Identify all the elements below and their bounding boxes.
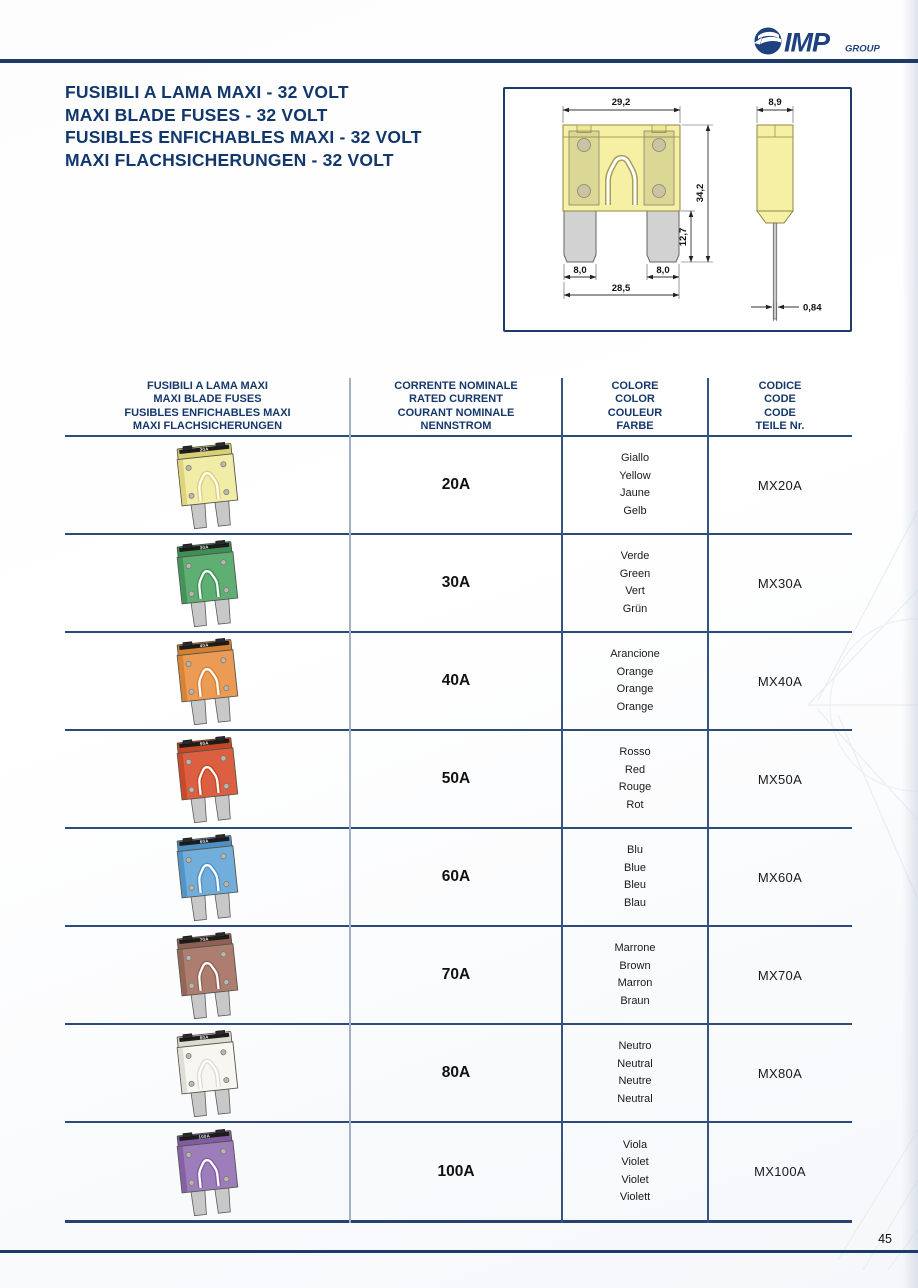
fuse-image-orange: 40A — [158, 635, 258, 727]
fuse-image-red: 50A — [158, 733, 258, 825]
fuse-image-violet: 100A — [158, 1126, 258, 1218]
fuse-table: FUSIBILI A LAMA MAXI MAXI BLADE FUSES FUS… — [65, 378, 852, 1223]
color-names: Viola Violet Violet Violett — [619, 1138, 651, 1204]
title-line-fr: FUSIBLES ENFICHABLES MAXI - 32 VOLT — [65, 127, 422, 147]
rated-current: 70A — [441, 966, 471, 983]
part-code: MX40A — [757, 673, 803, 689]
col-header-product: FUSIBILI A LAMA MAXI MAXI BLADE FUSES FUS… — [124, 379, 291, 433]
dim-leg-width-right: 8,0 — [656, 265, 669, 276]
logo-text: IMP — [784, 28, 831, 58]
rated-current: 30A — [441, 574, 471, 591]
fuse-image-yellow: 20A — [158, 439, 258, 531]
part-code: MX20A — [757, 477, 803, 493]
part-code: MX50A — [757, 771, 803, 787]
table-row: 20A 20A Giallo Yellow Jaune Gelb MX20A — [65, 437, 852, 535]
color-names: Rosso Red Rouge Rot — [618, 746, 652, 811]
dimension-lines: 29,2 34,2 12,7 8,0 8,0 — [562, 97, 822, 321]
col-header-code: CODICE CODE CODE TEILE Nr. — [755, 379, 805, 433]
part-code: MX80A — [757, 1065, 803, 1081]
color-names: Neutro Neutral Neutre Neutral — [617, 1040, 653, 1105]
dim-blade-thickness: 0,84 — [803, 303, 822, 314]
column-divider — [561, 378, 563, 1223]
title-line-it: FUSIBILI A LAMA MAXI - 32 VOLT — [65, 82, 349, 102]
part-code: MX30A — [757, 575, 803, 591]
dim-side-width: 8,9 — [768, 97, 781, 108]
table-row: 30A 30A Verde Green Vert Grün MX30A — [65, 535, 852, 633]
svg-text:50A: 50A — [199, 740, 209, 746]
svg-text:40A: 40A — [199, 642, 209, 648]
dim-leg-span: 28,5 — [612, 283, 631, 294]
table-header: FUSIBILI A LAMA MAXI MAXI BLADE FUSES FUS… — [65, 378, 852, 437]
svg-text:60A: 60A — [199, 838, 209, 844]
svg-text:30A: 30A — [199, 544, 209, 550]
rated-current: 20A — [441, 476, 471, 493]
col-header-current: CORRENTE NOMINALE RATED CURRENT COURANT N… — [394, 379, 518, 433]
rated-current: 80A — [441, 1064, 471, 1081]
color-names: Verde Green Vert Grün — [619, 550, 651, 615]
fuse-dimension-drawing: 29,2 34,2 12,7 8,0 8,0 — [562, 97, 822, 321]
color-names: Marrone Brown Marron Braun — [614, 942, 656, 1007]
fuse-image-green: 30A — [158, 537, 258, 629]
dim-total-height: 34,2 — [695, 184, 706, 203]
dim-body-width: 29,2 — [612, 97, 631, 108]
front-view — [562, 124, 681, 263]
column-divider — [349, 378, 351, 1223]
color-names: Giallo Yellow Jaune Gelb — [619, 452, 651, 517]
rated-current: 60A — [441, 868, 471, 885]
dim-leg-width-left: 8,0 — [573, 265, 586, 276]
table-row: 80A 80A Neutro Neutral Neutre Neutral MX80… — [65, 1025, 852, 1123]
color-names: Arancione Orange Orange Orange — [610, 648, 660, 713]
page-edge-shading — [902, 0, 918, 1288]
fuse-image-neutral: 80A — [158, 1027, 258, 1119]
svg-text:20A: 20A — [199, 446, 209, 452]
color-names: Blu Blue Bleu Blau — [623, 844, 647, 909]
footer-rule — [0, 1250, 918, 1253]
part-code: MX100A — [754, 1164, 806, 1179]
globe-arrow-icon — [754, 27, 782, 55]
rated-current: 50A — [441, 770, 471, 787]
rated-current: 40A — [441, 672, 471, 689]
fuse-image-brown: 70A — [158, 929, 258, 1021]
svg-text:70A: 70A — [199, 936, 209, 942]
part-code: MX70A — [757, 967, 803, 983]
svg-text:80A: 80A — [199, 1034, 209, 1040]
svg-text:100A: 100A — [198, 1133, 211, 1139]
table-row: 70A 70A Marrone Brown Marron Braun MX70A — [65, 927, 852, 1025]
table-row: 100A 100A Viola Violet Violet Violett MX10… — [65, 1123, 852, 1223]
fuse-image-blue: 60A — [158, 831, 258, 923]
side-view — [756, 124, 794, 320]
table-row: 40A 40A Arancione Orange Orange Orange MX4… — [65, 633, 852, 731]
table-row: 50A 50A Rosso Red Rouge Rot MX50A — [65, 731, 852, 829]
page-number: 45 — [878, 1232, 892, 1246]
technical-drawing-box: 29,2 34,2 12,7 8,0 8,0 — [503, 87, 852, 332]
header-rule — [0, 59, 918, 63]
imp-group-logo: IMP GROUP — [754, 27, 881, 58]
dim-leg-height: 12,7 — [678, 228, 689, 247]
table-row: 60A 60A Blu Blue Bleu Blau MX60A — [65, 829, 852, 927]
col-header-color: COLORE COLOR COULEUR FARBE — [607, 379, 663, 433]
title-line-en: MAXI BLADE FUSES - 32 VOLT — [65, 104, 328, 125]
part-code: MX60A — [757, 869, 803, 885]
title-line-de: MAXI FLACHSICHERUNGEN - 32 VOLT — [65, 149, 394, 170]
logo-suffix-text: GROUP — [845, 44, 881, 55]
rated-current: 100A — [437, 1162, 475, 1180]
page-title: FUSIBILI A LAMA MAXI - 32 VOLT MAXI BLAD… — [65, 81, 422, 171]
column-divider — [707, 378, 709, 1223]
